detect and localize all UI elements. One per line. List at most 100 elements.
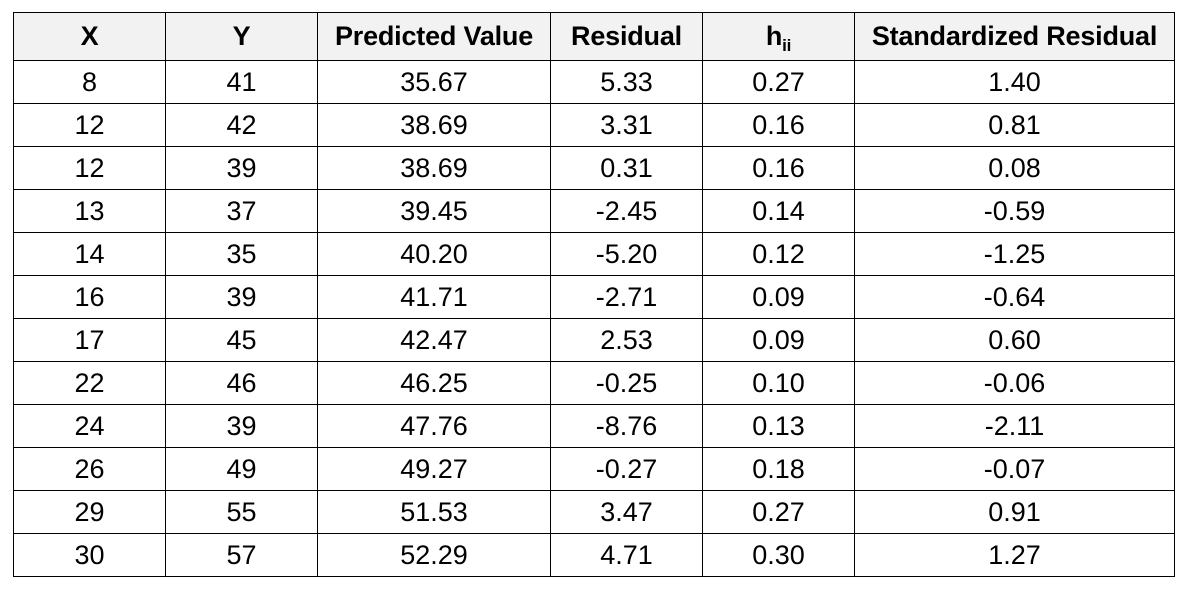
table-row: 12 39 38.69 0.31 0.16 0.08 <box>13 146 1175 190</box>
cell-residual: -5.20 <box>550 232 703 276</box>
cell-std-residual: -0.59 <box>854 189 1175 233</box>
cell-hii: 0.27 <box>702 60 855 104</box>
table-row: 12 42 38.69 3.31 0.16 0.81 <box>13 103 1175 147</box>
column-header-residual-label: Residual <box>571 21 682 51</box>
table-row: 22 46 46.25 -0.25 0.10 -0.06 <box>13 361 1175 405</box>
cell-residual: 2.53 <box>550 318 703 362</box>
column-header-predicted-value-label: Predicted Value <box>334 21 534 51</box>
cell-y: 37 <box>165 189 318 233</box>
cell-residual: -2.71 <box>550 275 703 319</box>
cell-predicted: 39.45 <box>317 189 551 233</box>
column-header-hii-subscript: ii <box>782 36 792 55</box>
column-header-predicted-value: Predicted Value <box>317 12 551 61</box>
cell-hii: 0.09 <box>702 318 855 362</box>
column-header-x-label: X <box>80 21 99 51</box>
cell-x: 12 <box>13 103 166 147</box>
cell-predicted: 51.53 <box>317 490 551 534</box>
cell-std-residual: 0.81 <box>854 103 1175 147</box>
cell-y: 55 <box>165 490 318 534</box>
cell-y: 39 <box>165 404 318 448</box>
cell-y: 45 <box>165 318 318 362</box>
cell-std-residual: -0.06 <box>854 361 1175 405</box>
column-header-standardized-residual-label: Standardized Residual <box>871 21 1158 51</box>
cell-residual: 3.31 <box>550 103 703 147</box>
cell-hii: 0.13 <box>702 404 855 448</box>
cell-std-residual: 0.60 <box>854 318 1175 362</box>
cell-predicted: 35.67 <box>317 60 551 104</box>
cell-x: 24 <box>13 404 166 448</box>
column-header-hii: hii <box>702 12 855 61</box>
column-header-standardized-residual: Standardized Residual <box>854 12 1175 61</box>
cell-x: 17 <box>13 318 166 362</box>
cell-y: 57 <box>165 533 318 577</box>
cell-predicted: 38.69 <box>317 146 551 190</box>
column-header-y-label: Y <box>232 21 251 51</box>
cell-predicted: 41.71 <box>317 275 551 319</box>
cell-y: 46 <box>165 361 318 405</box>
column-header-residual: Residual <box>550 12 703 61</box>
cell-y: 41 <box>165 60 318 104</box>
cell-y: 42 <box>165 103 318 147</box>
table-body: 8 41 35.67 5.33 0.27 1.40 12 42 38.69 3.31 0.16 0.8… <box>13 60 1175 577</box>
cell-predicted: 46.25 <box>317 361 551 405</box>
cell-hii: 0.16 <box>702 103 855 147</box>
cell-residual: 0.31 <box>550 146 703 190</box>
cell-hii: 0.10 <box>702 361 855 405</box>
cell-residual: -2.45 <box>550 189 703 233</box>
table-row: 16 39 41.71 -2.71 0.09 -0.64 <box>13 275 1175 319</box>
cell-std-residual: 1.27 <box>854 533 1175 577</box>
table-row: 8 41 35.67 5.33 0.27 1.40 <box>13 60 1175 104</box>
cell-x: 26 <box>13 447 166 491</box>
column-header-hii-label: h <box>765 21 783 51</box>
column-header-y: Y <box>165 12 318 61</box>
cell-hii: 0.09 <box>702 275 855 319</box>
cell-std-residual: 0.91 <box>854 490 1175 534</box>
cell-x: 29 <box>13 490 166 534</box>
cell-residual: -8.76 <box>550 404 703 448</box>
cell-hii: 0.27 <box>702 490 855 534</box>
table-row: 13 37 39.45 -2.45 0.14 -0.59 <box>13 189 1175 233</box>
table-row: 24 39 47.76 -8.76 0.13 -2.11 <box>13 404 1175 448</box>
cell-x: 16 <box>13 275 166 319</box>
table-row: 17 45 42.47 2.53 0.09 0.60 <box>13 318 1175 362</box>
cell-std-residual: 0.08 <box>854 146 1175 190</box>
cell-y: 39 <box>165 146 318 190</box>
cell-y: 39 <box>165 275 318 319</box>
cell-hii: 0.12 <box>702 232 855 276</box>
table-header-row: X Y Predicted Value Residual hii Standar… <box>13 12 1175 61</box>
cell-x: 8 <box>13 60 166 104</box>
cell-y: 49 <box>165 447 318 491</box>
cell-x: 30 <box>13 533 166 577</box>
cell-hii: 0.18 <box>702 447 855 491</box>
cell-x: 12 <box>13 146 166 190</box>
table-row: 14 35 40.20 -5.20 0.12 -1.25 <box>13 232 1175 276</box>
cell-std-residual: -2.11 <box>854 404 1175 448</box>
cell-predicted: 49.27 <box>317 447 551 491</box>
cell-std-residual: -0.07 <box>854 447 1175 491</box>
cell-predicted: 40.20 <box>317 232 551 276</box>
cell-std-residual: 1.40 <box>854 60 1175 104</box>
cell-x: 13 <box>13 189 166 233</box>
cell-x: 22 <box>13 361 166 405</box>
cell-predicted: 52.29 <box>317 533 551 577</box>
table-row: 29 55 51.53 3.47 0.27 0.91 <box>13 490 1175 534</box>
cell-residual: -0.25 <box>550 361 703 405</box>
cell-predicted: 38.69 <box>317 103 551 147</box>
cell-hii: 0.16 <box>702 146 855 190</box>
table-row: 26 49 49.27 -0.27 0.18 -0.07 <box>13 447 1175 491</box>
cell-residual: 5.33 <box>550 60 703 104</box>
cell-hii: 0.30 <box>702 533 855 577</box>
cell-residual: 4.71 <box>550 533 703 577</box>
cell-predicted: 47.76 <box>317 404 551 448</box>
cell-residual: 3.47 <box>550 490 703 534</box>
cell-std-residual: -0.64 <box>854 275 1175 319</box>
column-header-x: X <box>13 12 166 61</box>
cell-x: 14 <box>13 232 166 276</box>
cell-predicted: 42.47 <box>317 318 551 362</box>
cell-hii: 0.14 <box>702 189 855 233</box>
cell-residual: -0.27 <box>550 447 703 491</box>
residuals-table: X Y Predicted Value Residual hii Standar… <box>13 12 1175 577</box>
cell-std-residual: -1.25 <box>854 232 1175 276</box>
table-row: 30 57 52.29 4.71 0.30 1.27 <box>13 533 1175 577</box>
cell-y: 35 <box>165 232 318 276</box>
